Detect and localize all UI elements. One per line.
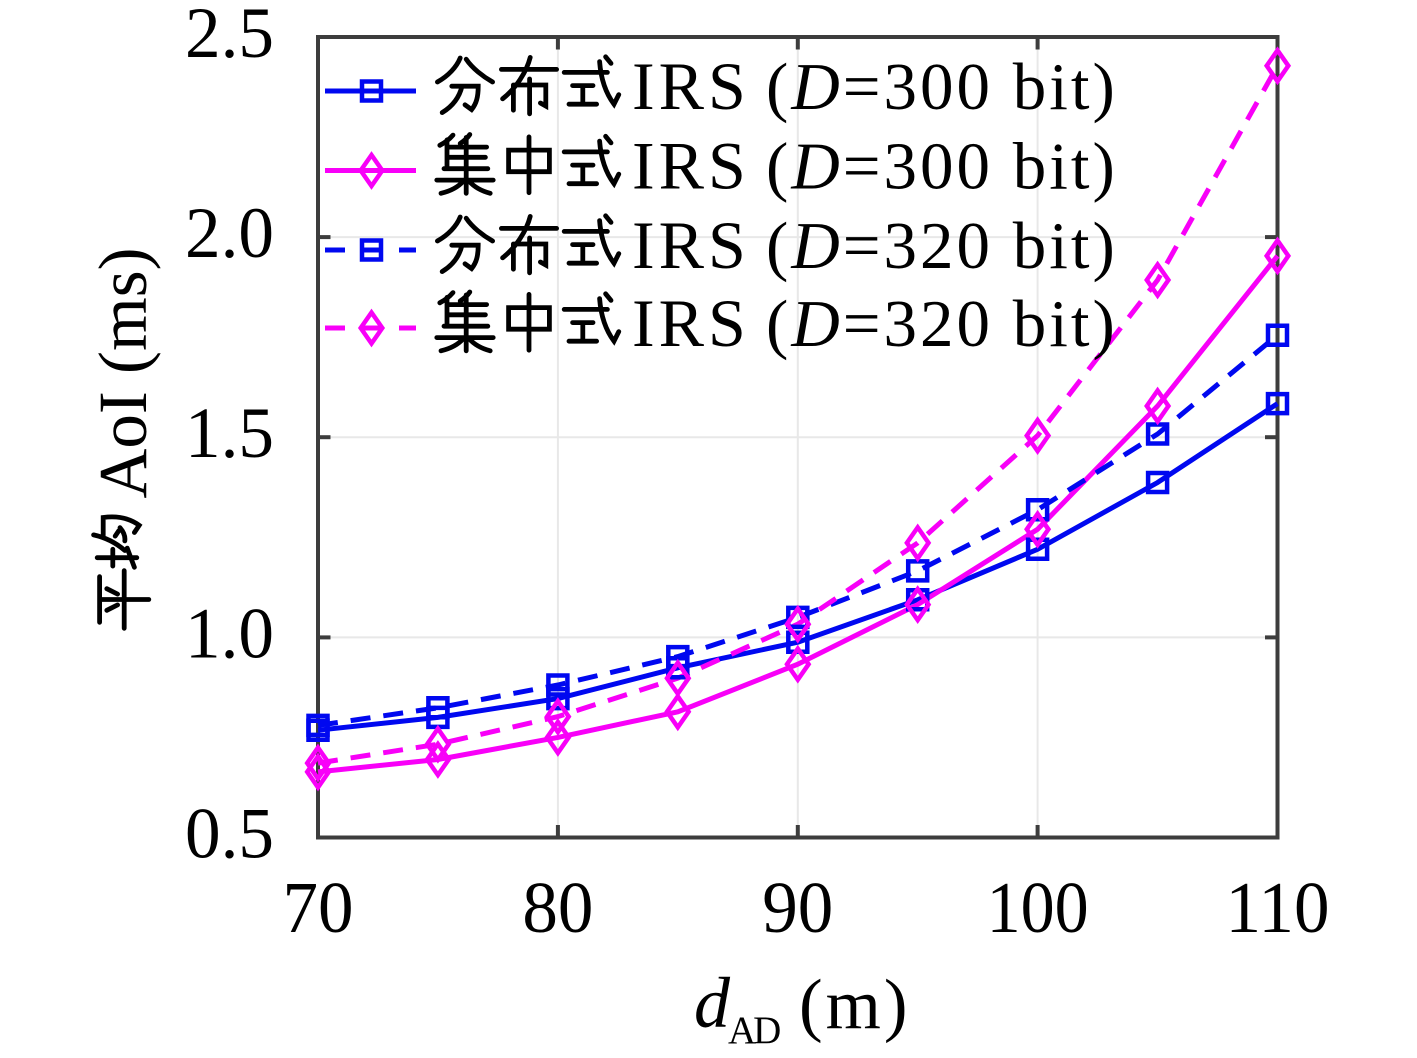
svg-text:2.5: 2.5 xyxy=(185,0,274,73)
svg-text:(D=300 bit): (D=300 bit) xyxy=(766,50,1118,124)
svg-text:IRS: IRS xyxy=(632,285,750,361)
svg-text:IRS: IRS xyxy=(632,128,750,204)
svg-text:(D=320 bit): (D=320 bit) xyxy=(766,209,1118,283)
svg-text:1.0: 1.0 xyxy=(185,593,274,673)
svg-text:110: 110 xyxy=(1226,867,1330,948)
svg-text:80: 80 xyxy=(522,867,593,948)
svg-text:AD: AD xyxy=(728,1009,780,1052)
svg-text:AoI (ms): AoI (ms) xyxy=(85,247,161,498)
svg-text:70: 70 xyxy=(283,867,354,948)
svg-text:IRS: IRS xyxy=(632,207,750,283)
svg-text:(D=300 bit): (D=300 bit) xyxy=(766,130,1118,204)
svg-text:2.0: 2.0 xyxy=(185,193,274,273)
svg-text:(m): (m) xyxy=(799,966,911,1044)
svg-text:IRS: IRS xyxy=(632,48,750,124)
svg-text:(D=320 bit): (D=320 bit) xyxy=(766,287,1118,361)
svg-text:100: 100 xyxy=(987,867,1089,948)
svg-text:d: d xyxy=(694,963,731,1043)
svg-text:1.5: 1.5 xyxy=(185,393,274,473)
svg-text:90: 90 xyxy=(762,867,833,948)
svg-text:0.5: 0.5 xyxy=(185,794,274,874)
